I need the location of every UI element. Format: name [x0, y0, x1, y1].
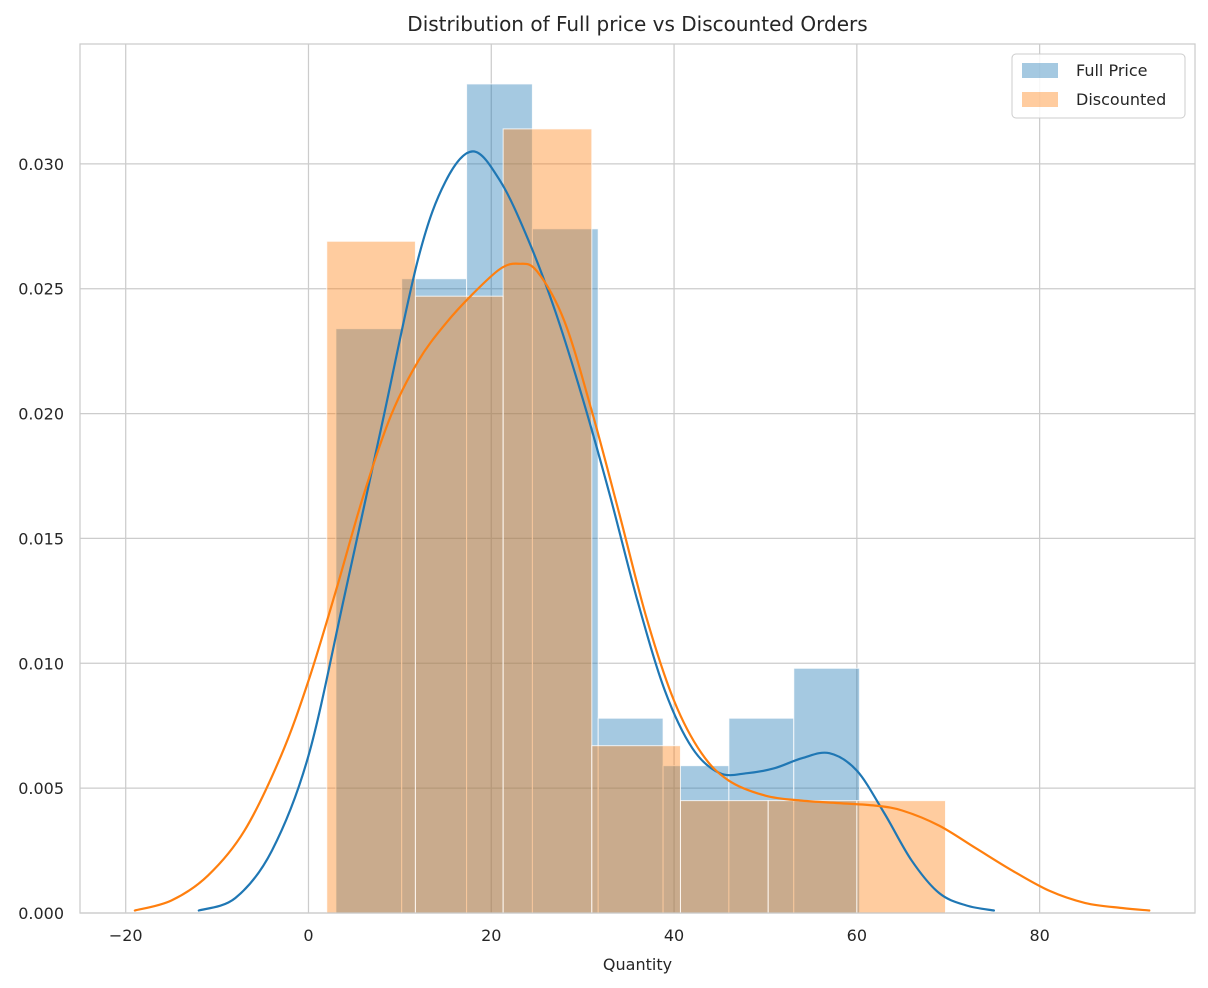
- histogram-bar: [326, 240, 416, 914]
- histogram-bars: [326, 83, 946, 914]
- y-tick-label: 0.020: [18, 405, 64, 424]
- histogram-full-price: [335, 83, 861, 914]
- x-tick-label: 0: [303, 926, 313, 945]
- x-tick-label: 60: [847, 926, 867, 945]
- histogram-bar: [502, 128, 593, 914]
- histogram-discounted: [326, 128, 946, 914]
- x-tick-label: 80: [1029, 926, 1049, 945]
- y-tick-labels: 0.000 0.005 0.010 0.015 0.020 0.025 0.030: [18, 155, 64, 923]
- x-tick-labels: −20 0 20 40 60 80: [109, 926, 1050, 945]
- y-tick-label: 0.025: [18, 280, 64, 299]
- y-tick-label: 0.030: [18, 155, 64, 174]
- kde-curves: [133, 150, 1151, 912]
- histogram-bar: [335, 328, 403, 914]
- legend-label: Discounted: [1076, 90, 1166, 109]
- legend-label: Full Price: [1076, 61, 1147, 80]
- legend: Full Price Discounted: [1011, 53, 1186, 119]
- legend-box: [1011, 53, 1186, 119]
- x-axis-label: Quantity: [603, 955, 672, 974]
- plot-frame: [79, 43, 1196, 914]
- y-tick-label: 0.000: [18, 904, 64, 923]
- y-tick-label: 0.005: [18, 779, 64, 798]
- x-tick-label: 20: [481, 926, 501, 945]
- kde-line-full-price: [197, 150, 996, 912]
- histogram-bar: [679, 800, 769, 914]
- histogram-bar: [591, 745, 681, 914]
- histogram-bar: [767, 800, 858, 914]
- histogram-bar: [401, 278, 468, 914]
- chart-title: Distribution of Full price vs Discounted…: [407, 12, 867, 36]
- histogram-bar: [597, 717, 664, 914]
- x-tick-label: −20: [109, 926, 143, 945]
- grid-layer: [80, 44, 1195, 914]
- histogram-bar: [856, 800, 946, 914]
- histogram-bar: [728, 717, 795, 914]
- histogram-bar: [793, 667, 861, 914]
- histogram-bar: [414, 295, 504, 914]
- x-tick-label: 40: [664, 926, 684, 945]
- legend-swatch: [1022, 92, 1058, 107]
- y-tick-label: 0.010: [18, 654, 64, 673]
- legend-swatch: [1022, 63, 1058, 78]
- y-tick-label: 0.015: [18, 529, 64, 548]
- kde-line-discounted: [133, 262, 1151, 912]
